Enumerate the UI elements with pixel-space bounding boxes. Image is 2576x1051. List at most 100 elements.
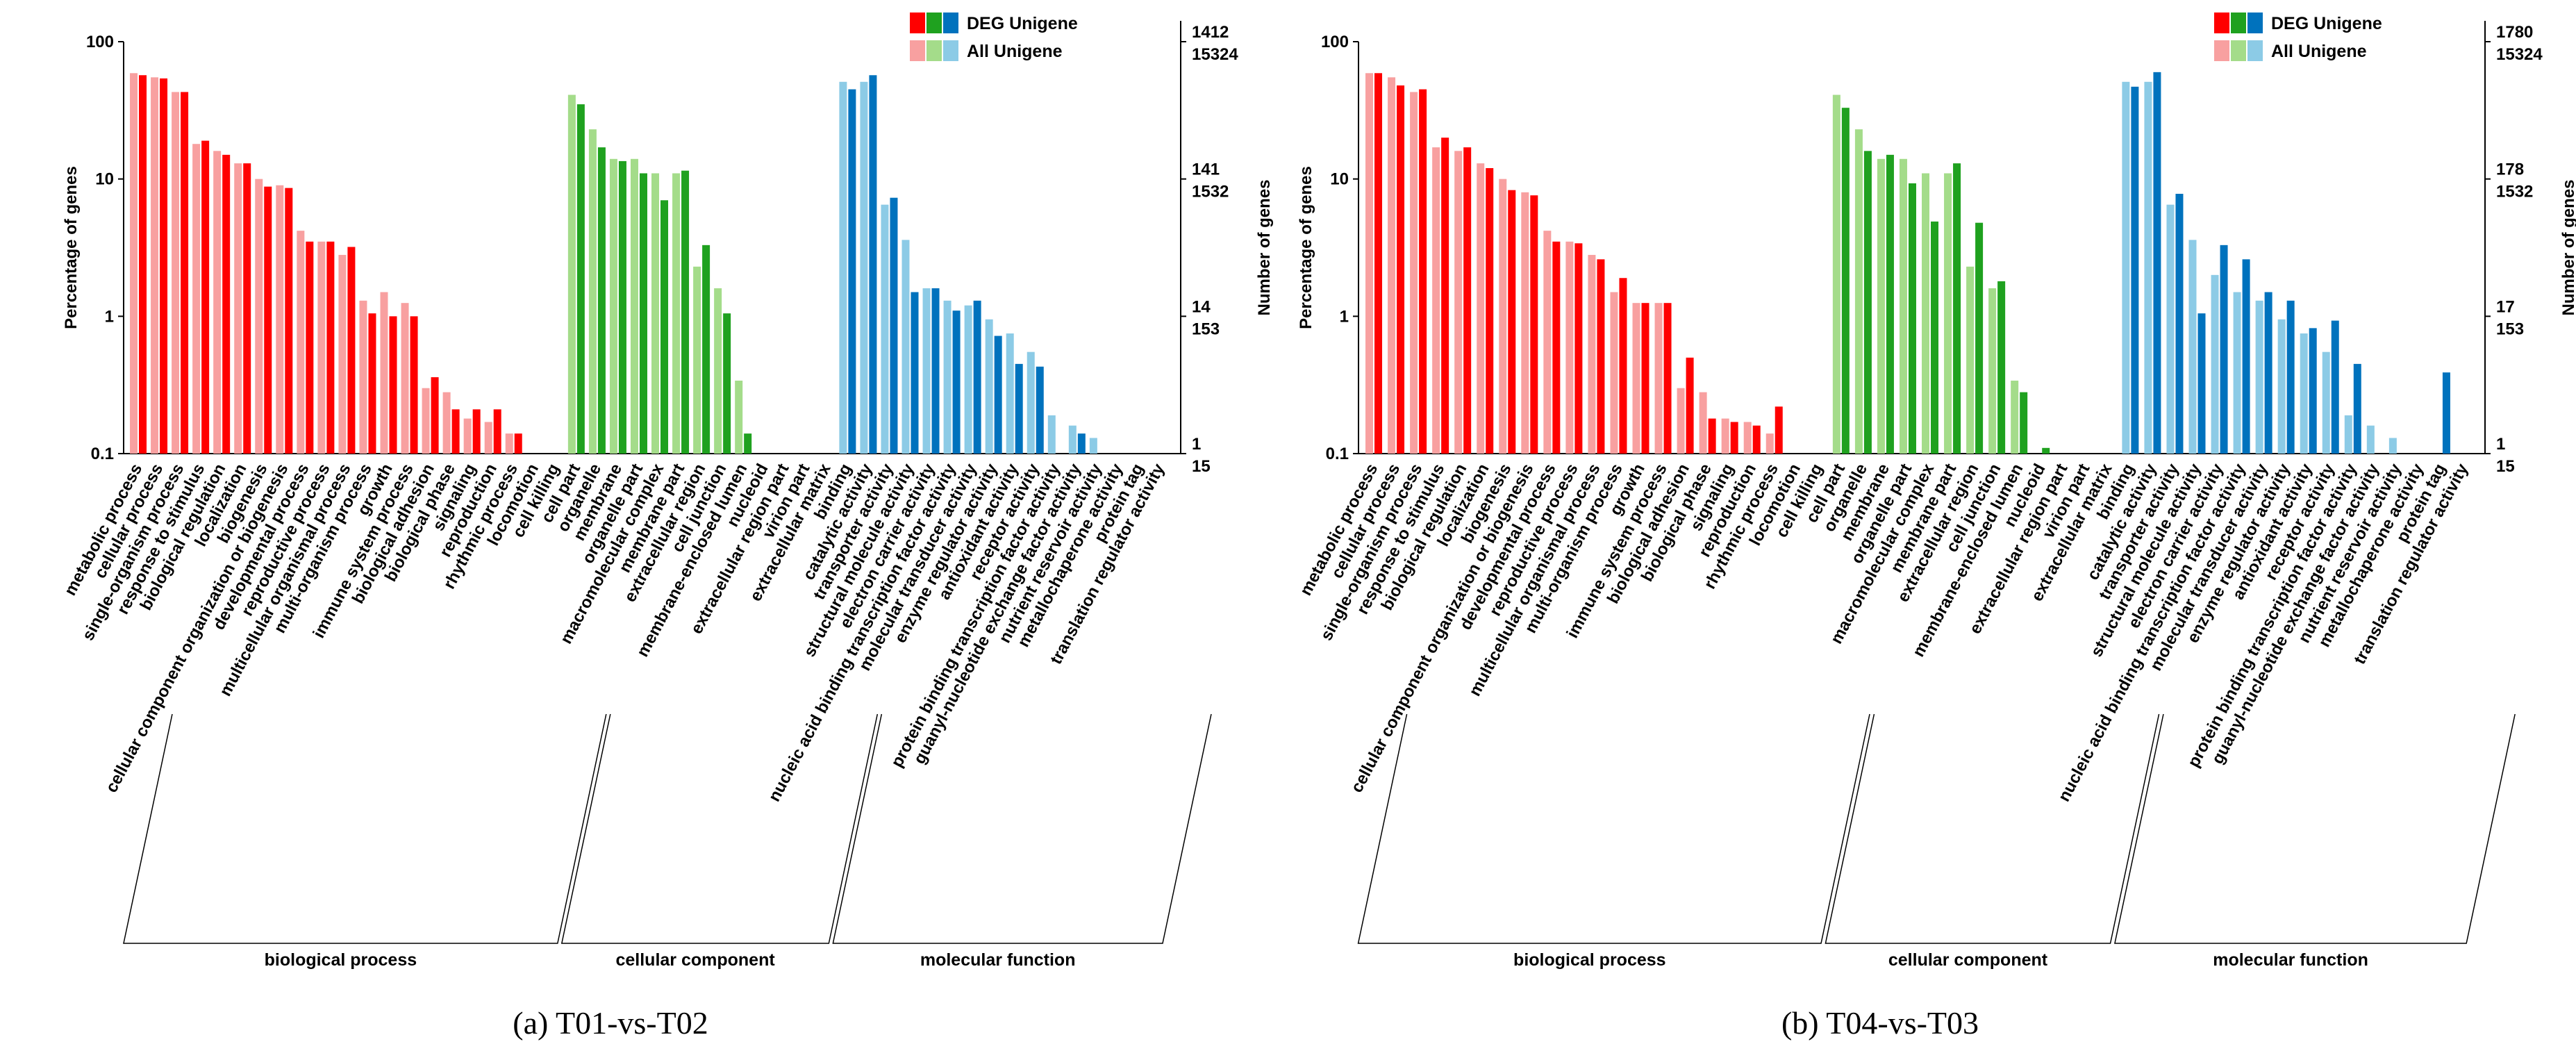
bar-all-unigene bbox=[964, 305, 972, 454]
bar-all-unigene bbox=[2122, 81, 2130, 454]
bar-deg-unigene bbox=[2331, 320, 2339, 454]
bar-all-unigene bbox=[401, 303, 409, 454]
bar-all-unigene bbox=[2277, 319, 2286, 454]
bar-deg-unigene bbox=[2175, 193, 2184, 454]
bar-deg-unigene bbox=[1619, 278, 1627, 454]
bar-deg-unigene bbox=[1708, 418, 1716, 454]
bar-all-unigene bbox=[2233, 292, 2241, 454]
bar-all-unigene bbox=[2255, 300, 2263, 454]
bar-deg-unigene bbox=[702, 245, 711, 454]
bar-all-unigene bbox=[1944, 173, 1952, 454]
bar-all-unigene bbox=[2366, 425, 2375, 454]
legend-label: All Unigene bbox=[2271, 42, 2367, 61]
bar-deg-unigene bbox=[931, 288, 940, 454]
y-tick-label: 100 bbox=[1321, 33, 1349, 51]
y-tick-label: 1 bbox=[1340, 307, 1349, 326]
bar-all-unigene bbox=[1388, 77, 1396, 454]
bar-all-unigene bbox=[860, 81, 868, 454]
bar-deg-unigene bbox=[2131, 86, 2139, 454]
bar-all-unigene bbox=[1988, 288, 1997, 454]
y-tick-label: 0.1 bbox=[1326, 445, 1349, 463]
bar-deg-unigene bbox=[1552, 241, 1561, 454]
right-tick-label-deg: 1412 bbox=[1192, 23, 1229, 42]
bar-deg-unigene bbox=[243, 163, 251, 454]
bar-all-unigene bbox=[588, 129, 597, 454]
right-tick-label-all: 15324 bbox=[2496, 45, 2543, 64]
y-axis-title-right: Number of genes bbox=[2559, 179, 2576, 315]
bar-deg-unigene bbox=[2309, 328, 2317, 454]
bar-all-unigene bbox=[172, 92, 180, 454]
legend-swatch bbox=[943, 13, 958, 33]
y-tick-label: 0.1 bbox=[91, 445, 114, 463]
right-tick-label-deg: 141 bbox=[1192, 160, 1220, 179]
bar-deg-unigene bbox=[639, 173, 647, 454]
legend-swatch bbox=[2247, 40, 2263, 61]
bar-deg-unigene bbox=[848, 89, 856, 454]
bar-all-unigene bbox=[1068, 425, 1077, 454]
legend-swatch bbox=[2214, 40, 2229, 61]
bar-all-unigene bbox=[1432, 147, 1440, 454]
bar-deg-unigene bbox=[264, 186, 272, 454]
bar-all-unigene bbox=[1027, 351, 1035, 454]
bar-deg-unigene bbox=[1730, 422, 1738, 454]
bar-all-unigene bbox=[484, 422, 492, 454]
bar-deg-unigene bbox=[1530, 195, 1538, 454]
bar-all-unigene bbox=[276, 185, 284, 454]
bar-all-unigene bbox=[1721, 418, 1729, 454]
right-tick-label-all: 153 bbox=[1192, 320, 1220, 338]
bar-all-unigene bbox=[943, 300, 952, 454]
bar-all-unigene bbox=[380, 292, 388, 454]
bar-deg-unigene bbox=[451, 409, 460, 454]
bar-deg-unigene bbox=[1374, 73, 1383, 454]
bar-all-unigene bbox=[1410, 92, 1418, 454]
group-label-cellular-component: cellular component bbox=[1888, 950, 2048, 970]
bar-deg-unigene bbox=[1397, 85, 1405, 454]
bar-all-unigene bbox=[2344, 415, 2352, 454]
legend-swatch bbox=[926, 40, 942, 61]
bar-all-unigene bbox=[567, 94, 576, 454]
bar-all-unigene bbox=[1610, 292, 1618, 454]
bar-all-unigene bbox=[297, 231, 305, 454]
bar-all-unigene bbox=[1089, 438, 1097, 454]
panel-a: 100 10 1 0.1 1412 15324 141 1532 14 153 1 15 Percent… bbox=[61, 13, 1274, 1041]
bar-all-unigene bbox=[442, 392, 451, 454]
bar-all-unigene bbox=[359, 300, 367, 454]
bar-deg-unigene bbox=[2020, 392, 2028, 454]
group-bracket bbox=[832, 713, 1212, 944]
bar-all-unigene bbox=[2166, 204, 2175, 454]
bar-deg-unigene bbox=[1908, 183, 1916, 454]
bar-deg-unigene bbox=[1931, 221, 1939, 454]
y-axis-title: Percentage of genes bbox=[62, 166, 81, 329]
right-tick-label-all: 1532 bbox=[2496, 183, 2533, 201]
bar-deg-unigene bbox=[1975, 222, 1984, 454]
bar-deg-unigene bbox=[1641, 303, 1650, 454]
bar-deg-unigene bbox=[911, 292, 919, 454]
right-tick-label-deg: 1780 bbox=[2496, 23, 2533, 42]
bar-all-unigene bbox=[1588, 254, 1596, 454]
bar-deg-unigene bbox=[1508, 190, 1516, 454]
bar-all-unigene bbox=[1877, 158, 1885, 454]
group-label-cellular-component: cellular component bbox=[615, 950, 775, 970]
bar-deg-unigene bbox=[472, 409, 481, 454]
bar-all-unigene bbox=[317, 241, 326, 454]
legend-label: All Unigene bbox=[967, 42, 1063, 61]
right-tick-label-deg: 1 bbox=[2496, 435, 2505, 454]
bar-all-unigene bbox=[1477, 163, 1485, 454]
bar-deg-unigene bbox=[660, 200, 669, 454]
bar-deg-unigene bbox=[1953, 163, 1961, 454]
group-bracket bbox=[123, 713, 607, 944]
legend-swatch bbox=[2247, 13, 2263, 33]
bar-all-unigene bbox=[1454, 151, 1463, 454]
bar-deg-unigene bbox=[1775, 406, 1783, 454]
bar-deg-unigene bbox=[1597, 259, 1605, 454]
bar-all-unigene bbox=[985, 319, 993, 454]
bar-deg-unigene bbox=[201, 140, 210, 454]
bar-all-unigene bbox=[255, 179, 263, 454]
y-tick-label: 100 bbox=[86, 33, 114, 51]
right-tick-label-all: 15 bbox=[1192, 457, 1211, 476]
group-bracket bbox=[560, 713, 879, 944]
bar-all-unigene bbox=[735, 380, 743, 454]
group-bracket bbox=[2114, 713, 2516, 944]
bar-deg-unigene bbox=[1841, 108, 1850, 454]
bar-all-unigene bbox=[505, 433, 513, 454]
